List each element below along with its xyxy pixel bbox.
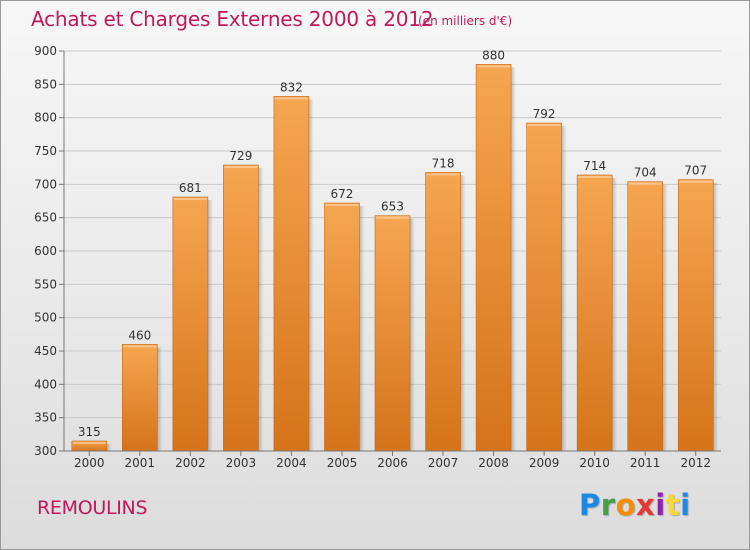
- bar-highlight: [173, 198, 207, 200]
- bar-shadow: [561, 126, 567, 451]
- data-label: 704: [634, 166, 657, 180]
- y-tick-label: 800: [34, 111, 57, 125]
- bar: [223, 164, 259, 452]
- bar-highlight: [376, 216, 409, 219]
- x-tick-label: 2005: [327, 456, 358, 470]
- y-tick-label: 750: [34, 144, 57, 158]
- logo-letter: o: [615, 488, 637, 522]
- bar-shadow: [157, 347, 163, 451]
- data-label: 460: [128, 328, 151, 342]
- logo-letter: r: [600, 488, 616, 522]
- logo-letter: i: [680, 488, 691, 522]
- bar-highlight: [679, 180, 713, 183]
- y-tick-label: 550: [34, 277, 57, 291]
- bar: [627, 181, 663, 452]
- bar: [324, 202, 360, 452]
- bar-shadow: [258, 168, 264, 451]
- bar-shadow: [511, 67, 517, 451]
- x-tick-label: 2000: [74, 456, 105, 470]
- bar-shadow: [460, 175, 466, 452]
- bar-highlight: [224, 166, 258, 168]
- bar: [475, 64, 512, 452]
- data-label: 672: [331, 187, 354, 201]
- chart-unit: (en milliers d'€): [418, 14, 513, 28]
- bar: [374, 215, 411, 452]
- bar-shadow: [308, 99, 314, 451]
- data-label: 315: [78, 425, 101, 439]
- y-tick-label: 650: [34, 211, 57, 225]
- axis-layer: 300 350 400 450 500 550 600 650 700 750 800 850 900 3…: [34, 44, 721, 470]
- x-tick-label: 2002: [175, 456, 206, 470]
- bar-highlight: [274, 97, 308, 100]
- bar-shadow: [207, 200, 213, 451]
- data-label: 880: [482, 48, 505, 62]
- y-tick-label: 600: [34, 244, 57, 258]
- y-tick-label: 500: [34, 311, 57, 325]
- chart-title: Achats et Charges Externes 2000 à 2012: [31, 7, 434, 31]
- x-tick-label: 2010: [579, 456, 610, 470]
- x-tick-label: 2012: [680, 456, 711, 470]
- bar-highlight: [628, 182, 662, 185]
- data-label: 714: [583, 159, 606, 173]
- y-tick-label: 350: [34, 411, 57, 425]
- y-tick-label: 300: [34, 444, 57, 458]
- bar-highlight: [123, 345, 157, 348]
- bar: [425, 172, 461, 452]
- bar-shadow: [713, 182, 719, 451]
- data-label: 681: [179, 181, 202, 195]
- bar-layer: [71, 64, 719, 452]
- bar-highlight: [578, 176, 612, 178]
- data-label: 718: [432, 156, 455, 170]
- bar-shadow: [410, 218, 415, 451]
- bar: [526, 122, 562, 452]
- data-label: 729: [229, 149, 252, 163]
- data-label: 707: [684, 164, 707, 178]
- bar-highlight: [426, 173, 460, 176]
- x-tick-label: 2007: [428, 456, 459, 470]
- bar: [576, 174, 613, 452]
- bar-highlight: [477, 65, 511, 68]
- x-tick-label: 2006: [377, 456, 408, 470]
- proxiti-logo[interactable]: Proxiti: [579, 488, 691, 522]
- bar-highlight: [527, 124, 561, 126]
- logo-letter: P: [579, 488, 601, 522]
- y-tick-label: 850: [34, 77, 57, 91]
- y-tick-label: 450: [34, 344, 57, 358]
- bar: [172, 196, 209, 452]
- x-tick-label: 2008: [478, 456, 509, 470]
- commune-name: REMOULINS: [37, 497, 148, 519]
- bar: [677, 179, 714, 452]
- bar: [122, 344, 158, 452]
- x-tick-label: 2003: [226, 456, 257, 470]
- x-tick-label: 2004: [276, 456, 307, 470]
- bar-highlight: [325, 204, 359, 206]
- bar-shadow: [612, 178, 618, 451]
- bar-shadow: [359, 206, 365, 451]
- logo-letter: x: [636, 488, 656, 522]
- bar-shadow: [106, 444, 112, 451]
- y-tick-label: 700: [34, 177, 57, 191]
- y-tick-label: 400: [34, 377, 57, 391]
- logo-letter: t: [665, 488, 681, 522]
- data-label: 653: [381, 200, 404, 214]
- logo-letter: i: [655, 488, 666, 522]
- data-label: 792: [533, 107, 556, 121]
- y-tick-label: 900: [34, 44, 57, 58]
- bar: [273, 96, 310, 452]
- x-tick-label: 2001: [125, 456, 156, 470]
- bar-shadow: [662, 184, 668, 451]
- x-tick-label: 2009: [529, 456, 560, 470]
- bar-highlight: [72, 442, 106, 444]
- data-label: 832: [280, 80, 303, 94]
- x-tick-label: 2011: [630, 456, 661, 470]
